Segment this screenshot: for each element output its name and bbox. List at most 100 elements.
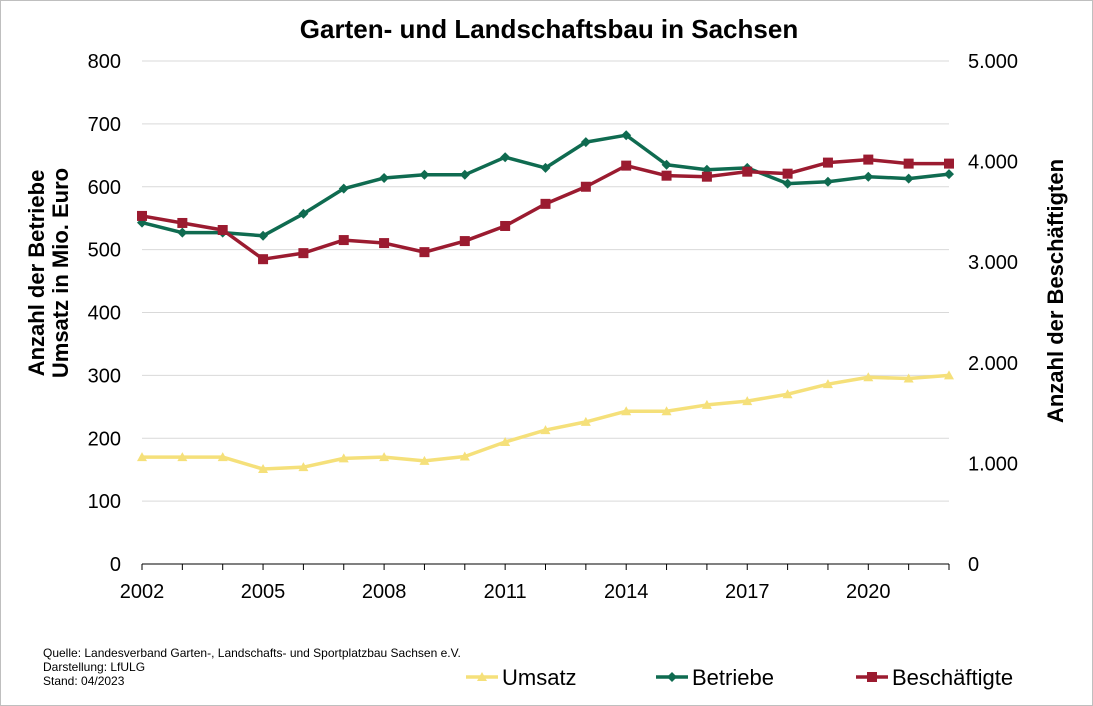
series-betriebe: [137, 130, 954, 241]
x-tick-label: 2014: [604, 581, 649, 603]
data-point-beschaeftigte: [298, 248, 309, 259]
data-point-betriebe: [661, 159, 672, 170]
data-point-betriebe: [258, 230, 269, 241]
legend-label: Betriebe: [692, 665, 774, 690]
data-point-beschaeftigte: [500, 220, 511, 231]
data-point-beschaeftigte: [742, 166, 753, 177]
credit-line: Darstellung: LfULG: [43, 660, 146, 674]
data-point-beschaeftigte: [580, 181, 591, 192]
legend-item-umsatz: Umsatz: [466, 665, 577, 690]
axes: 0 100 200 300 400 500 600 700 800 0 1.000 2.000 3.00…: [88, 51, 1018, 603]
data-point-umsatz: [500, 437, 511, 447]
data-point-beschaeftigte: [621, 160, 632, 171]
data-point-umsatz: [782, 389, 793, 399]
data-point-betriebe: [580, 137, 591, 148]
data-point-betriebe: [500, 152, 511, 163]
data-point-umsatz: [661, 406, 672, 416]
y-left-tick-label: 600: [88, 177, 121, 199]
data-point-umsatz: [258, 464, 269, 474]
y-left-tick-label: 0: [110, 554, 121, 576]
data-point-beschaeftigte: [782, 168, 793, 179]
x-tick-label: 2002: [120, 581, 165, 603]
data-point-umsatz: [338, 453, 349, 463]
y-right-tick-label: 1.000: [968, 453, 1018, 475]
series-umsatz: [137, 370, 954, 474]
legend-item-betriebe: Betriebe: [656, 665, 774, 690]
y-left-tick-label: 100: [88, 491, 121, 513]
data-point-beschaeftigte: [661, 170, 672, 181]
data-point-umsatz: [621, 406, 632, 416]
y-left-tick-label: 500: [88, 240, 121, 262]
data-point-beschaeftigte: [258, 254, 269, 265]
data-point-beschaeftigte: [217, 225, 228, 236]
legend: Umsatz Betriebe Beschäftigte: [466, 665, 1013, 690]
y-right-tick-label: 3.000: [968, 252, 1018, 274]
date-line: Stand: 04/2023: [43, 674, 125, 688]
data-point-umsatz: [742, 396, 753, 406]
data-point-umsatz: [540, 425, 551, 435]
data-point-betriebe: [379, 172, 390, 183]
data-point-beschaeftigte: [379, 238, 390, 249]
y-left-tick-label: 800: [88, 51, 121, 73]
data-point-umsatz: [863, 372, 874, 382]
y-left-tick-label: 200: [88, 428, 121, 450]
series-line-umsatz: [142, 373, 950, 471]
data-point-betriebe: [621, 130, 632, 141]
gridlines: [142, 60, 949, 502]
data-point-umsatz: [217, 452, 228, 462]
data-point-betriebe: [298, 208, 309, 219]
data-point-umsatz: [177, 452, 188, 462]
data-point-beschaeftigte: [177, 217, 188, 228]
data-point-umsatz: [419, 455, 430, 465]
data-point-betriebe: [177, 227, 188, 238]
y-left-axis-title-line2: Umsatz in Mio. Euro: [48, 168, 73, 378]
data-point-umsatz: [944, 370, 954, 380]
data-point-betriebe: [903, 173, 914, 184]
data-point-beschaeftigte: [419, 247, 430, 258]
data-point-beschaeftigte: [459, 236, 470, 247]
data-point-umsatz: [903, 373, 914, 383]
source-line: Quelle: Landesverband Garten-, Landschaf…: [43, 646, 461, 660]
y-right-axis-title: Anzahl der Beschäftigten: [1043, 159, 1068, 423]
data-point-umsatz: [379, 452, 390, 462]
data-point-beschaeftigte: [944, 158, 954, 169]
data-point-betriebe: [863, 171, 874, 182]
legend-label: Beschäftigte: [892, 665, 1013, 690]
data-point-betriebe: [540, 162, 551, 173]
data-point-beschaeftigte: [701, 171, 712, 182]
data-point-beschaeftigte: [822, 157, 833, 168]
data-point-beschaeftigte: [863, 154, 874, 165]
data-point-umsatz: [137, 452, 147, 462]
data-point-umsatz: [701, 399, 712, 409]
data-point-umsatz: [298, 462, 309, 472]
y-right-tick-label: 0: [968, 554, 979, 576]
y-left-tick-label: 700: [88, 114, 121, 136]
series-line-beschaeftigte: [141, 157, 949, 261]
data-point-beschaeftigte: [903, 158, 914, 169]
legend-swatch-marker: [867, 672, 877, 682]
chart-title: Garten- und Landschaftsbau in Sachsen: [300, 14, 798, 44]
legend-swatch-marker: [477, 672, 487, 681]
legend-swatch-marker: [667, 672, 677, 682]
data-point-beschaeftigte: [137, 210, 147, 221]
data-point-umsatz: [580, 416, 591, 426]
y-right-tick-label: 2.000: [968, 353, 1018, 375]
data-point-betriebe: [338, 183, 349, 194]
legend-label: Umsatz: [502, 665, 577, 690]
legend-item-beschaeftigte: Beschäftigte: [856, 665, 1013, 690]
x-tick-label: 2008: [362, 581, 407, 603]
data-point-beschaeftigte: [540, 198, 551, 209]
data-point-betriebe: [782, 178, 793, 189]
y-left-tick-label: 400: [88, 303, 121, 325]
data-point-betriebe: [419, 169, 430, 180]
y-left-tick-label: 300: [88, 365, 121, 387]
y-right-tick-label: 4.000: [968, 152, 1018, 174]
x-tick-label: 2020: [846, 581, 891, 603]
data-point-beschaeftigte: [338, 235, 349, 246]
data-point-umsatz: [822, 379, 833, 389]
y-left-axis-title-line1: Anzahl der Betriebe: [24, 170, 49, 377]
x-tick-label: 2017: [725, 581, 770, 603]
series-beschaeftigte: [137, 154, 954, 265]
